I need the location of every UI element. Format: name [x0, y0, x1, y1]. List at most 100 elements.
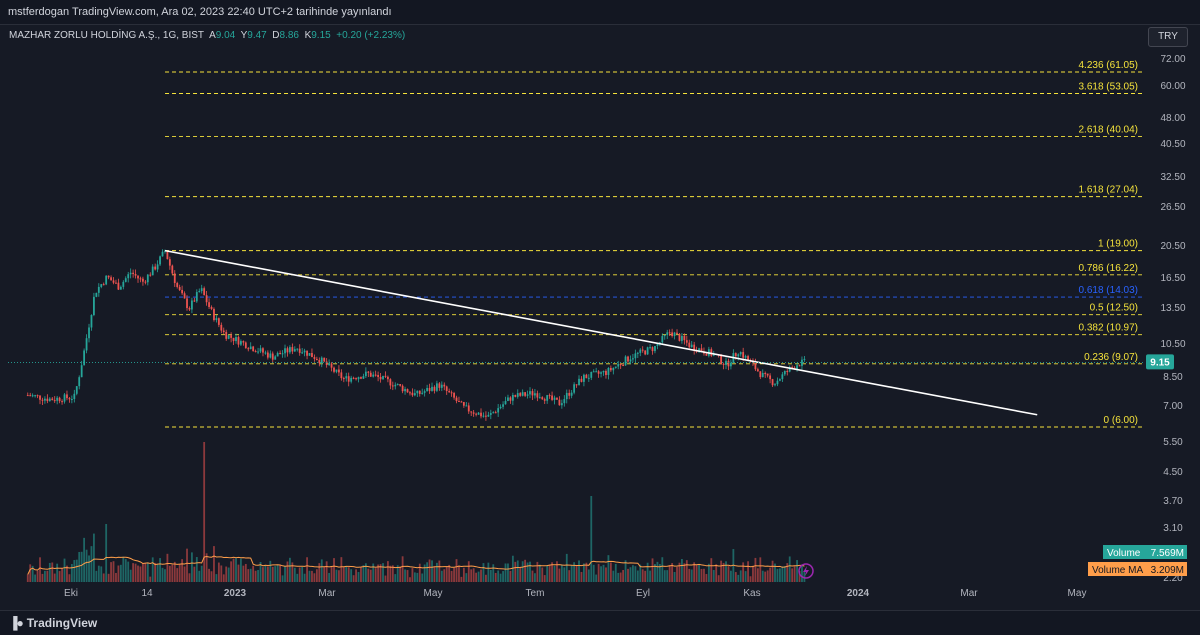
candle-body: [654, 345, 656, 352]
candle-body: [249, 346, 252, 350]
candle-body: [636, 352, 639, 354]
candle-body: [605, 370, 607, 375]
volume-bar: [315, 569, 318, 582]
candle-body: [497, 408, 500, 413]
volume-bar: [431, 560, 433, 582]
volume-bar: [342, 566, 345, 582]
volume-bar: [769, 567, 772, 582]
volume-bar: [761, 570, 764, 582]
volume-bar: [237, 564, 240, 582]
candle-body: [693, 344, 696, 351]
volume-bar: [156, 563, 159, 582]
volume-bar: [725, 561, 727, 582]
candle-body: [313, 357, 316, 359]
volume-bar: [568, 570, 571, 582]
candle-body: [467, 405, 470, 412]
volume-bar: [409, 577, 411, 582]
y-axis-tick-label: 32.50: [1160, 172, 1185, 183]
candle-body: [769, 375, 772, 380]
candle-body: [470, 411, 473, 413]
candle-body: [34, 395, 37, 397]
last-price-text: 9.15: [1150, 357, 1170, 368]
volume-bar: [781, 566, 784, 582]
volume-bar: [553, 565, 556, 582]
volume-bar: [171, 564, 174, 582]
volume-bar: [213, 546, 215, 582]
volume-bar: [254, 570, 257, 582]
candle-body: [161, 251, 164, 257]
candle-body: [543, 399, 546, 401]
volume-bar: [235, 558, 237, 582]
candle-body: [742, 352, 745, 358]
tradingview-logo[interactable]: ▐● TradingView: [9, 616, 97, 630]
candle-body: [95, 292, 98, 297]
candle-body: [191, 300, 193, 310]
candle-body: [73, 393, 76, 399]
candle-body: [227, 335, 230, 339]
volume-bar: [695, 565, 698, 582]
volume-bar: [298, 567, 301, 582]
volume-bar: [396, 565, 399, 582]
candle-body: [583, 374, 585, 382]
volume-bar: [220, 565, 223, 582]
volume-bar: [78, 552, 81, 582]
volume-bar: [796, 560, 798, 582]
volume-bar: [450, 570, 453, 582]
volume-bar: [387, 561, 389, 582]
candle-body: [188, 308, 191, 310]
volume-bar: [142, 562, 144, 582]
candle-body: [580, 378, 583, 382]
volume-bar: [95, 570, 98, 582]
volume-bar: [614, 563, 617, 582]
volume-bar: [404, 569, 406, 582]
volume-bar: [690, 569, 693, 582]
candle-body: [384, 375, 387, 377]
volume-bar: [609, 562, 612, 582]
candle-body: [546, 395, 549, 401]
candle-body: [756, 369, 759, 372]
candle-body: [176, 282, 179, 287]
candle-body: [183, 293, 186, 299]
volume-bar: [384, 575, 387, 582]
candle-body: [178, 286, 181, 290]
currency-button[interactable]: TRY: [1148, 27, 1188, 47]
volume-bar: [529, 561, 531, 582]
volume-bar: [779, 568, 781, 582]
candle-body: [678, 333, 681, 341]
candle-body: [186, 298, 188, 309]
candle-body: [516, 393, 519, 397]
candle-body: [705, 353, 708, 356]
volume-bar: [759, 557, 762, 582]
volume-bar: [541, 567, 544, 582]
candle-body: [475, 413, 478, 415]
candle-body: [203, 288, 206, 296]
volume-bar: [151, 557, 154, 582]
volume-bar: [41, 573, 44, 582]
candle-body: [389, 379, 392, 386]
volume-bar: [39, 557, 41, 582]
candle-body: [690, 344, 693, 348]
candle-body: [494, 412, 497, 414]
volume-bar: [164, 569, 166, 582]
volume-bar: [575, 565, 578, 582]
close-label: K: [304, 30, 312, 41]
candle-body: [556, 397, 558, 400]
candle-body: [801, 359, 803, 366]
volume-bar: [715, 564, 718, 582]
candle-body: [507, 397, 509, 401]
y-axis-tick-label: 26.50: [1160, 202, 1185, 213]
fib-label: 0.236 (9.07): [1084, 352, 1138, 363]
candle-body: [252, 346, 255, 352]
candle-body: [83, 350, 86, 366]
price-chart[interactable]: 4.236 (61.05) 3.618 (53.05) 2.618 (40.04) 1…: [0, 24, 1200, 610]
chart-frame[interactable]: 4.236 (61.05) 3.618 (53.05) 2.618 (40.04) 1…: [0, 24, 1200, 610]
volume-bar: [306, 557, 308, 582]
volume-bar: [622, 569, 625, 582]
volume-bar: [526, 562, 529, 582]
candle-body: [362, 376, 365, 379]
volume-badge: [1103, 545, 1187, 559]
symbol-title: MAZHAR ZORLU HOLDİNG A.Ş., 1G, BIST: [9, 30, 205, 41]
candle-body: [330, 363, 333, 368]
candle-body: [134, 274, 137, 276]
volume-bar: [227, 567, 230, 582]
